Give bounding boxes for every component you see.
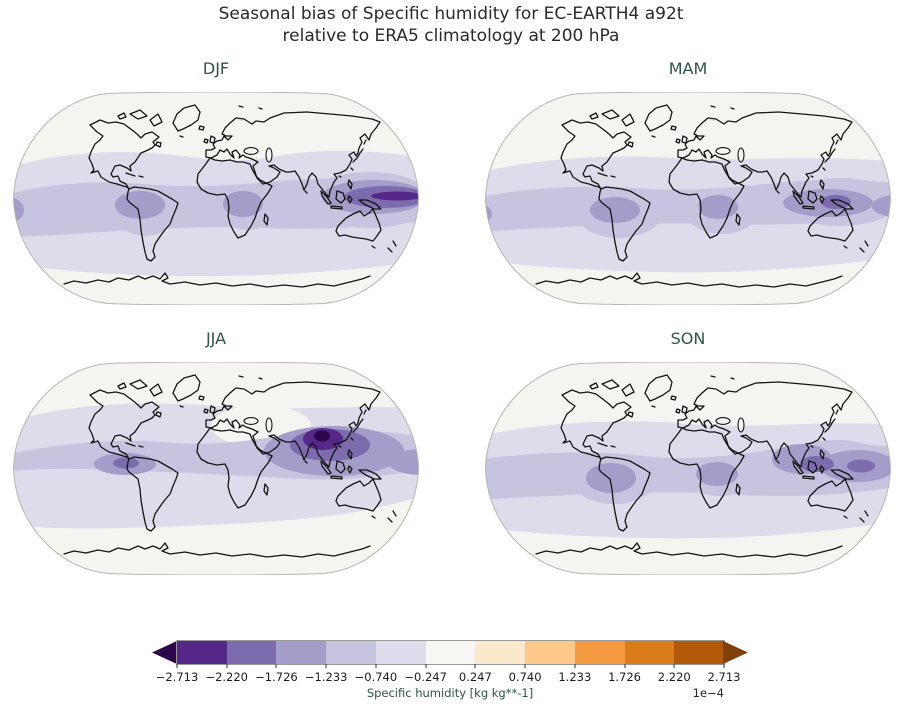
colorbar-tick: [275, 664, 277, 668]
panel-title-djf: DJF: [202, 59, 230, 78]
colorbar-segment: [674, 641, 725, 664]
panel-title-mam: MAM: [668, 59, 708, 78]
colorbar-tick-label: 0.247: [458, 670, 492, 684]
figure-title-line2: relative to ERA5 climatology at 200 hPa: [282, 26, 620, 46]
colorbar-tick: [673, 664, 675, 668]
colorbar-segment: [525, 641, 575, 664]
colorbar-segment: [475, 641, 526, 664]
contours-mam: [485, 104, 891, 288]
colorbar-segment: [574, 641, 625, 664]
colorbar-tick-label: −2.220: [205, 670, 248, 684]
colorbar-tick: [474, 664, 476, 668]
colorbar-segment: [326, 641, 376, 664]
panel-title-jja: JJA: [205, 329, 227, 348]
colorbar-tick-label: −2.713: [155, 670, 199, 684]
colorbar-tick-label: −0.247: [404, 670, 447, 684]
colorbar-tick: [624, 664, 626, 668]
colorbar-tick-label: 2.220: [657, 670, 691, 684]
colorbar-segment: [624, 641, 675, 664]
map-jja: [13, 362, 419, 575]
panel-title-son: SON: [670, 329, 706, 348]
map-djf: [13, 92, 419, 305]
colorbar-tick: [325, 664, 327, 668]
colorbar-under-arrow: [152, 641, 177, 664]
colorbar-tick: [375, 664, 377, 668]
colorbar-tick-label: 2.713: [707, 670, 741, 684]
colorbar-tick: [176, 664, 178, 668]
colorbar-ticks: −2.713 −2.220 −1.726 −1.233 −0.740 −0.247 0.24…: [156, 664, 740, 684]
contours-jja: [13, 374, 419, 558]
colorbar-tick: [524, 664, 526, 668]
colorbar: −2.713 −2.220 −1.726 −1.233 −0.740 −0.247 0.24…: [152, 641, 748, 684]
colorbar-tick-label: 1.233: [558, 670, 592, 684]
figure-title-line1: Seasonal bias of Specific humidity for E…: [218, 4, 684, 24]
colorbar-segment: [375, 641, 426, 664]
colorbar-tick: [574, 664, 576, 668]
colorbar-tick: [425, 664, 427, 668]
colorbar-scale-label: 1e−4: [692, 686, 724, 700]
colorbar-segment: [226, 641, 277, 664]
contours-son: [485, 374, 891, 558]
colorbar-segment: [425, 641, 476, 664]
figure-title: Seasonal bias of Specific humidity for E…: [0, 3, 902, 47]
colorbar-segments: [177, 641, 725, 664]
colorbar-segment: [276, 641, 327, 664]
map-mam: [485, 92, 891, 305]
colorbar-tick-label: −0.740: [354, 670, 398, 684]
colorbar-segment: [177, 641, 227, 664]
colorbar-tick-label: 1.726: [608, 670, 641, 684]
colorbar-tick-label: −1.726: [255, 670, 298, 684]
colorbar-label: Specific humidity [kg kg**-1]: [366, 686, 534, 700]
map-son: [485, 362, 891, 575]
colorbar-tick-label: 0.740: [508, 670, 542, 684]
colorbar-over-arrow: [723, 641, 748, 664]
colorbar-tick: [723, 664, 725, 668]
colorbar-tick-label: −1.233: [304, 670, 348, 684]
contours-djf: [13, 104, 419, 288]
colorbar-tick: [226, 664, 228, 668]
